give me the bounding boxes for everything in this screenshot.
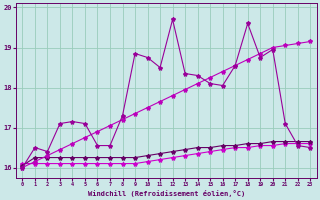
X-axis label: Windchill (Refroidissement éolien,°C): Windchill (Refroidissement éolien,°C) [88, 190, 245, 197]
